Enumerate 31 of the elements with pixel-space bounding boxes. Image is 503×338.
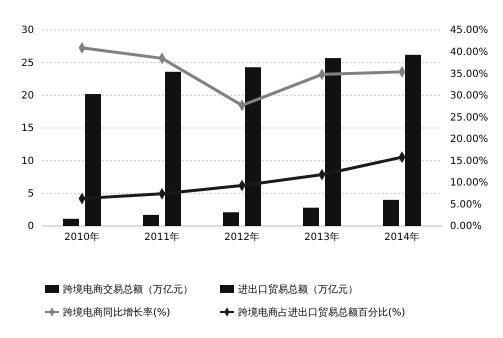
y2-tick-label: 35.00% — [450, 68, 488, 80]
y-tick-label: 20 — [21, 90, 34, 102]
legend-label: 跨境电商占进出口贸易总额百分比(%) — [238, 306, 406, 318]
bar — [303, 208, 319, 226]
y2-tick-label: 10.00% — [450, 178, 488, 189]
y2-tick-label: 30.00% — [450, 90, 488, 102]
y2-tick-label: 45.00% — [450, 25, 488, 36]
y-tick-label: 30 — [21, 25, 34, 36]
bar — [63, 218, 79, 226]
y-tick-label: 0 — [28, 221, 34, 232]
x-tick-label: 2012年 — [224, 231, 260, 243]
y2-tick-label: 15.00% — [450, 156, 488, 167]
x-tick-label: 2014年 — [384, 231, 420, 243]
legend-label: 进出口贸易总额（万亿元） — [238, 284, 358, 296]
legend-label: 跨境电商交易总额（万亿元） — [63, 284, 193, 296]
legend-label: 跨境电商同比增长率(%) — [63, 306, 170, 318]
y2-tick-label: 0.00% — [450, 221, 482, 232]
y-tick-label: 15 — [21, 123, 34, 134]
x-tick-label: 2010年 — [64, 231, 100, 243]
y-tick-label: 25 — [21, 58, 34, 69]
y2-tick-label: 25.00% — [450, 112, 488, 124]
y2-tick-label: 20.00% — [450, 134, 488, 146]
y2-tick-label: 5.00% — [450, 199, 482, 210]
y2-tick-label: 40.00% — [450, 46, 488, 58]
bar — [223, 212, 239, 226]
x-tick-label: 2013年 — [304, 231, 340, 243]
bar — [383, 200, 399, 226]
y-tick-label: 5 — [28, 188, 34, 200]
y-tick-label: 10 — [21, 156, 34, 167]
bar — [143, 214, 159, 226]
x-tick-label: 2011年 — [144, 231, 180, 243]
